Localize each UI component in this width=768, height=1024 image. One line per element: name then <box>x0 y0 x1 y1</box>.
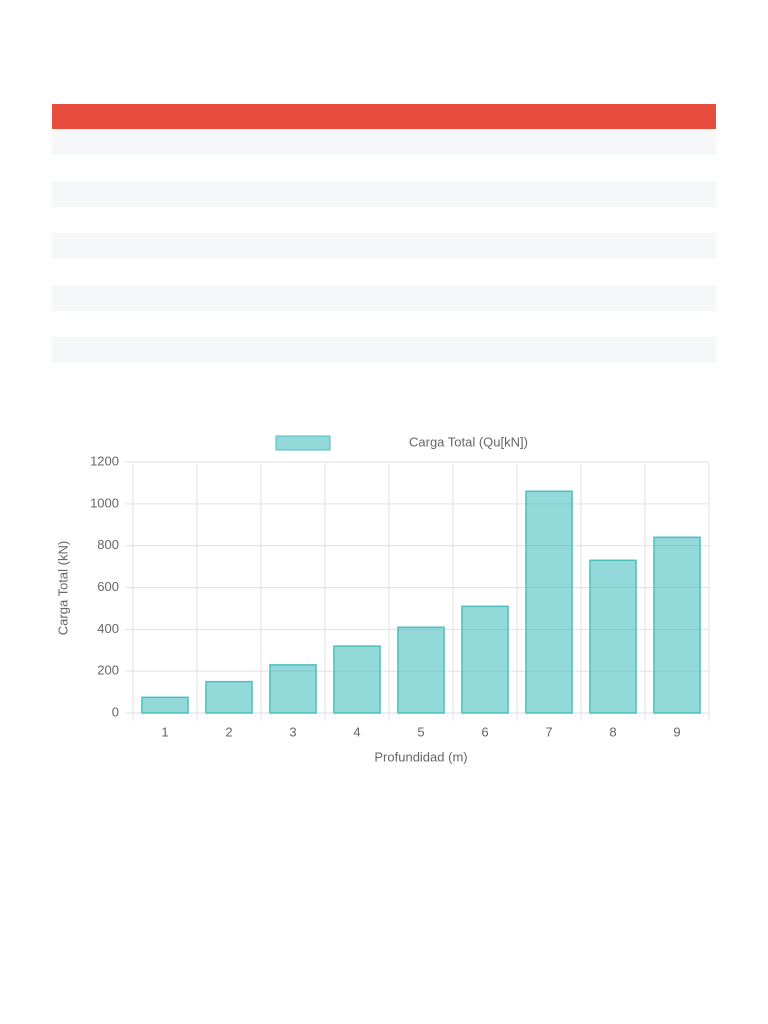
table-row <box>52 259 716 285</box>
x-tick-label: 6 <box>481 724 488 739</box>
bar <box>653 536 701 714</box>
bar <box>333 645 381 714</box>
x-axis-label: Profundidad (m) <box>374 749 467 764</box>
chart: Carga Total (Qu[kN]) Profundidad (m) Car… <box>55 434 710 764</box>
bar <box>141 696 189 714</box>
table-row <box>52 311 716 337</box>
table-row <box>52 155 716 181</box>
y-axis-label: Carga Total (kN) <box>55 541 70 635</box>
x-tick-label: 3 <box>289 724 296 739</box>
x-tick-label: 2 <box>225 724 232 739</box>
table-row <box>52 181 716 207</box>
x-tick-label: 5 <box>417 724 424 739</box>
bar <box>589 559 637 714</box>
table-row <box>52 233 716 259</box>
table-row <box>52 129 716 155</box>
x-tick-label: 9 <box>673 724 680 739</box>
y-tick-label: 200 <box>97 663 119 678</box>
bar <box>205 680 253 714</box>
bar <box>269 664 317 714</box>
table-row <box>52 207 716 233</box>
y-tick-label: 1000 <box>90 495 119 510</box>
table <box>52 104 716 363</box>
x-tick-label: 8 <box>609 724 616 739</box>
x-tick-label: 1 <box>161 724 168 739</box>
legend-swatch <box>275 435 331 451</box>
legend-label: Carga Total (Qu[kN]) <box>409 434 528 449</box>
bar <box>397 626 445 714</box>
table-row <box>52 337 716 363</box>
y-tick-label: 800 <box>97 537 119 552</box>
y-tick-label: 1200 <box>90 453 119 468</box>
x-tick-label: 7 <box>545 724 552 739</box>
bar <box>461 605 509 714</box>
x-tick-label: 4 <box>353 724 360 739</box>
table-header <box>52 104 716 129</box>
y-tick-label: 0 <box>112 704 119 719</box>
table-row <box>52 285 716 311</box>
y-tick-label: 600 <box>97 579 119 594</box>
y-tick-label: 400 <box>97 621 119 636</box>
bar <box>525 490 573 714</box>
